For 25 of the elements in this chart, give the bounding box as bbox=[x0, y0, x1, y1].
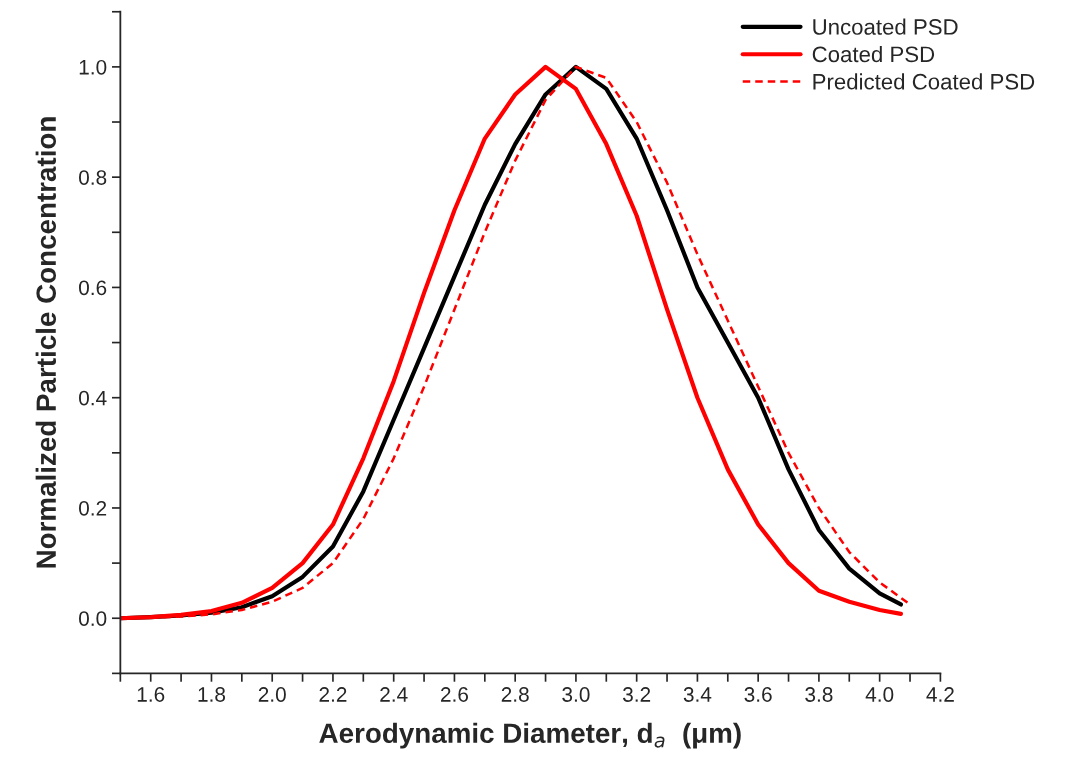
x-tick-label: 3.4 bbox=[683, 687, 712, 702]
x-tick-label: 4.0 bbox=[865, 687, 894, 702]
legend-label: Predicted Coated PSD bbox=[813, 73, 1035, 90]
x-tick-label: 1.8 bbox=[198, 687, 226, 702]
x-tick-label: 3.0 bbox=[562, 687, 590, 702]
y-tick-label: 0.4 bbox=[79, 390, 107, 406]
y-axis-title: Normalized Particle Concentration bbox=[35, 117, 57, 568]
x-tick-label: 2.4 bbox=[380, 687, 408, 702]
x-tick-label: 3.8 bbox=[805, 687, 833, 702]
legend-label: Uncoated PSD bbox=[813, 18, 958, 35]
y-tick-label: 1.0 bbox=[79, 59, 107, 75]
y-tick-label: 0.6 bbox=[79, 280, 107, 296]
x-axis-title: Aerodynamic Diameter, d$_{a}$ (μm) bbox=[319, 722, 741, 749]
x-tick-label: 4.2 bbox=[926, 687, 954, 702]
x-tick-label: 2.8 bbox=[501, 687, 529, 702]
x-tick-label: 3.6 bbox=[744, 687, 772, 702]
x-tick-label: 2.0 bbox=[258, 687, 286, 702]
x-tick-label: 2.6 bbox=[441, 687, 469, 702]
y-tick-label: 0.0 bbox=[79, 611, 107, 626]
y-tick-label: 0.2 bbox=[79, 500, 107, 516]
x-tick-label: 2.2 bbox=[319, 687, 347, 702]
legend-label: Coated PSD bbox=[812, 45, 935, 63]
x-tick-label: 1.6 bbox=[137, 687, 165, 702]
x-tick-label: 3.2 bbox=[622, 687, 651, 702]
y-tick-label: 0.8 bbox=[79, 170, 107, 185]
